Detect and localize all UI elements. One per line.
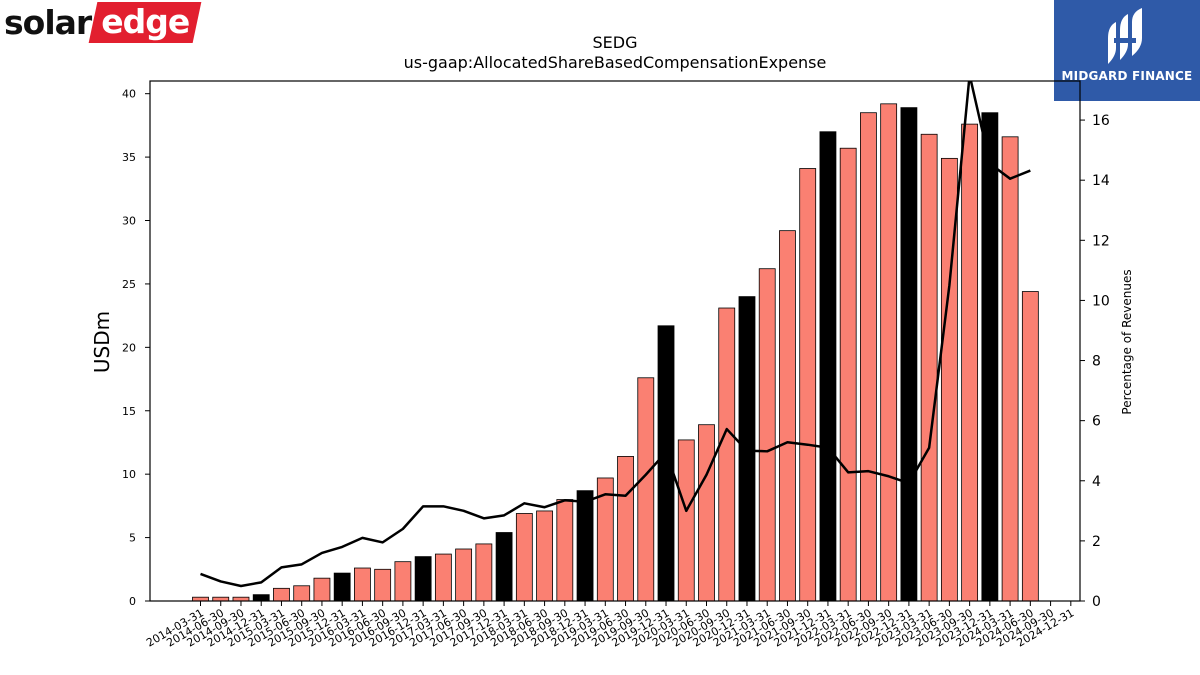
y-tick-label: 35 bbox=[122, 151, 136, 164]
percentage-of-revenues-line bbox=[200, 81, 1031, 588]
bar-2022-03-31 bbox=[839, 147, 857, 602]
y2-tick-label: 14 bbox=[1092, 173, 1110, 189]
bar-2023-09-30 bbox=[961, 123, 979, 602]
chart-subtitle: us-gaap:AllocatedShareBasedCompensationE… bbox=[404, 53, 827, 72]
bar-2021-03-31 bbox=[758, 268, 776, 602]
bar-2019-06-30 bbox=[617, 456, 634, 602]
bar-2016-12-31 bbox=[414, 556, 432, 602]
y-tick-label: 10 bbox=[122, 468, 136, 481]
midgard-finance-text: MIDGARD FINANCE bbox=[1061, 69, 1193, 83]
bar-2018-06-30 bbox=[536, 510, 553, 602]
y-tick-label: 5 bbox=[129, 532, 136, 545]
midgard-finance-logo: MIDGARD FINANCE bbox=[1054, 0, 1200, 101]
bar-2015-12-31 bbox=[333, 572, 351, 602]
y-tick-label: 15 bbox=[122, 405, 136, 418]
y-tick-label: 25 bbox=[122, 278, 136, 291]
bar-2017-12-31 bbox=[495, 532, 513, 602]
bar-2023-03-31 bbox=[920, 133, 938, 602]
chart-title: SEDG bbox=[593, 33, 638, 52]
bar-2019-09-30 bbox=[637, 377, 655, 602]
bar-2014-12-31 bbox=[252, 594, 270, 602]
bar-2016-03-31 bbox=[354, 567, 371, 602]
y2-tick-label: 2 bbox=[1092, 534, 1101, 550]
bar-2022-09-30 bbox=[880, 103, 898, 602]
y2-tick-label: 4 bbox=[1092, 474, 1101, 490]
bar-2016-06-30 bbox=[374, 568, 392, 602]
y2-tick-label: 16 bbox=[1092, 113, 1110, 129]
logo-text-solar: solar bbox=[4, 3, 92, 42]
bar-2020-09-30 bbox=[718, 307, 736, 602]
bar-2018-03-31 bbox=[515, 513, 533, 602]
bar-2021-09-30 bbox=[799, 168, 817, 602]
y2-tick-label: 10 bbox=[1092, 293, 1110, 309]
bar-2021-06-30 bbox=[779, 230, 796, 602]
bar-2024-06-30 bbox=[1021, 291, 1039, 602]
bar-2017-09-30 bbox=[475, 543, 493, 602]
y2-axis-label: Percentage of Revenues bbox=[1120, 269, 1134, 414]
bar-2019-12-31 bbox=[657, 325, 675, 602]
midgard-emblem-icon bbox=[1108, 8, 1142, 64]
y-tick-label: 0 bbox=[129, 595, 136, 608]
bar-2020-06-30 bbox=[698, 424, 715, 602]
bar-2015-03-31 bbox=[273, 587, 290, 602]
y2-tick-label: 8 bbox=[1092, 354, 1101, 370]
y-tick-label: 20 bbox=[122, 341, 136, 354]
y-tick-label: 30 bbox=[122, 215, 136, 228]
bar-2015-06-30 bbox=[293, 585, 311, 602]
bar-2016-09-30 bbox=[394, 561, 412, 602]
y2-tick-label: 12 bbox=[1092, 233, 1110, 249]
bar-2023-12-31 bbox=[981, 112, 999, 602]
bar-2020-03-31 bbox=[677, 439, 695, 602]
y-tick-label: 40 bbox=[122, 88, 136, 101]
bar-2021-12-31 bbox=[819, 131, 837, 602]
y2-tick-label: 6 bbox=[1092, 414, 1101, 430]
bar-2018-09-30 bbox=[556, 499, 574, 602]
bar-2018-12-31 bbox=[576, 490, 594, 602]
plot-frame bbox=[149, 80, 1081, 602]
bar-2017-06-30 bbox=[455, 548, 473, 602]
bar-2024-03-31 bbox=[1001, 136, 1019, 602]
y-axis-label: USDm bbox=[90, 311, 114, 373]
bar-2017-03-31 bbox=[434, 553, 452, 602]
y2-tick-label: 0 bbox=[1092, 594, 1101, 610]
bar-2022-12-31 bbox=[900, 107, 918, 602]
bar-2020-12-31 bbox=[738, 296, 756, 602]
bar-2015-09-30 bbox=[313, 577, 331, 602]
solaredge-logo: solar edge bbox=[4, 2, 202, 43]
bar-2022-06-30 bbox=[860, 112, 877, 602]
